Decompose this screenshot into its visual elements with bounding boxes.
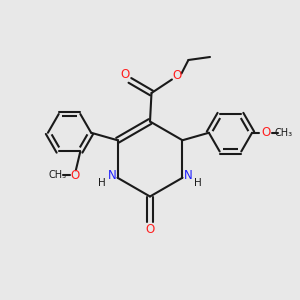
Text: CH₃: CH₃ [48, 170, 66, 181]
Text: O: O [146, 223, 154, 236]
Text: H: H [194, 178, 202, 188]
Text: H: H [98, 178, 106, 188]
Text: CH₃: CH₃ [274, 128, 292, 138]
Text: O: O [261, 126, 270, 139]
Text: O: O [120, 68, 129, 82]
Text: O: O [173, 69, 182, 82]
Text: N: N [108, 169, 116, 182]
Text: N: N [184, 169, 192, 182]
Text: O: O [70, 169, 80, 182]
